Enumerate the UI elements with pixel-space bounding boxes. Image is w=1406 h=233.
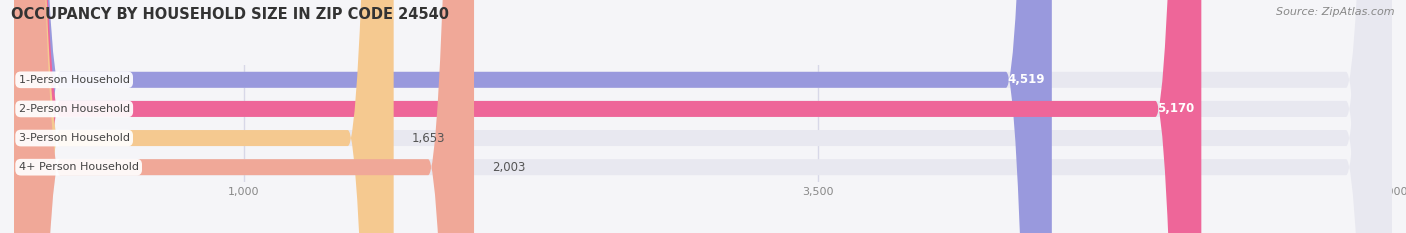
FancyBboxPatch shape xyxy=(14,0,1392,233)
FancyBboxPatch shape xyxy=(14,0,1052,233)
FancyBboxPatch shape xyxy=(14,0,1392,233)
FancyBboxPatch shape xyxy=(14,0,394,233)
FancyBboxPatch shape xyxy=(14,0,474,233)
FancyBboxPatch shape xyxy=(14,0,1392,233)
Text: 2,003: 2,003 xyxy=(492,161,526,174)
Text: OCCUPANCY BY HOUSEHOLD SIZE IN ZIP CODE 24540: OCCUPANCY BY HOUSEHOLD SIZE IN ZIP CODE … xyxy=(11,7,450,22)
Text: 2-Person Household: 2-Person Household xyxy=(18,104,129,114)
Text: 3-Person Household: 3-Person Household xyxy=(18,133,129,143)
Text: 4,519: 4,519 xyxy=(1008,73,1045,86)
Text: 1,653: 1,653 xyxy=(412,132,446,144)
Text: 5,170: 5,170 xyxy=(1157,103,1195,115)
FancyBboxPatch shape xyxy=(14,0,1201,233)
Text: 1-Person Household: 1-Person Household xyxy=(18,75,129,85)
FancyBboxPatch shape xyxy=(14,0,1392,233)
Text: 4+ Person Household: 4+ Person Household xyxy=(18,162,139,172)
Text: Source: ZipAtlas.com: Source: ZipAtlas.com xyxy=(1277,7,1395,17)
